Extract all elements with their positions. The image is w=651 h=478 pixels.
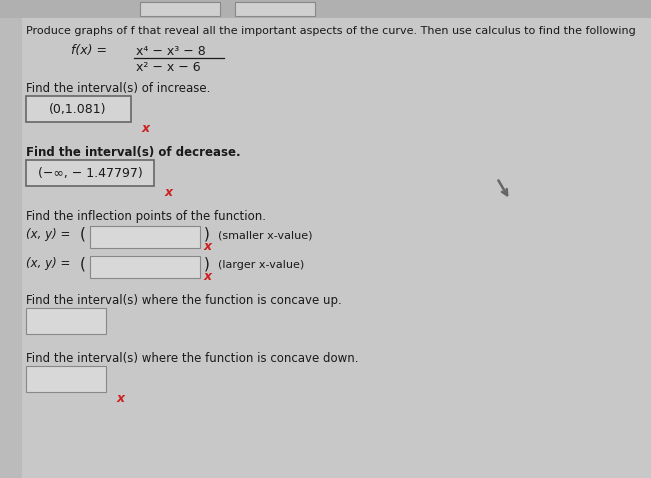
Bar <box>140 2 220 16</box>
Text: x² − x − 6: x² − x − 6 <box>136 61 201 74</box>
Text: Find the inflection points of the function.: Find the inflection points of the functi… <box>26 210 266 223</box>
Text: x: x <box>165 185 173 198</box>
Text: (x, y) =: (x, y) = <box>26 258 74 271</box>
Text: (−∞, − 1.47797): (−∞, − 1.47797) <box>38 166 143 180</box>
Bar <box>0 0 651 18</box>
Text: x: x <box>142 121 150 134</box>
Text: (smaller x-value): (smaller x-value) <box>218 230 312 240</box>
Bar <box>0 18 22 478</box>
Text: Find the interval(s) where the function is concave up.: Find the interval(s) where the function … <box>26 294 342 307</box>
Text: (: ( <box>80 227 86 241</box>
Bar <box>90 226 200 248</box>
Text: (x, y) =: (x, y) = <box>26 228 74 240</box>
Text: ): ) <box>204 257 210 272</box>
Text: x: x <box>117 391 125 404</box>
Text: Produce graphs of f that reveal all the important aspects of the curve. Then use: Produce graphs of f that reveal all the … <box>26 26 636 36</box>
Text: Find the interval(s) where the function is concave down.: Find the interval(s) where the function … <box>26 352 359 365</box>
Text: x⁴ − x³ − 8: x⁴ − x³ − 8 <box>136 45 206 58</box>
Text: (: ( <box>80 257 86 272</box>
Bar <box>26 366 106 392</box>
Bar <box>235 2 315 16</box>
Text: f(x) =: f(x) = <box>71 44 107 57</box>
Text: (0,1.081): (0,1.081) <box>49 102 107 116</box>
Text: ): ) <box>204 227 210 241</box>
Text: x: x <box>204 239 212 252</box>
Bar <box>90 256 200 278</box>
Text: Find the interval(s) of decrease.: Find the interval(s) of decrease. <box>26 146 241 159</box>
Bar <box>26 160 154 186</box>
Text: x: x <box>204 270 212 282</box>
Text: Find the interval(s) of increase.: Find the interval(s) of increase. <box>26 82 210 95</box>
Text: (larger x-value): (larger x-value) <box>218 260 304 270</box>
Bar <box>26 96 131 122</box>
Bar <box>26 308 106 334</box>
